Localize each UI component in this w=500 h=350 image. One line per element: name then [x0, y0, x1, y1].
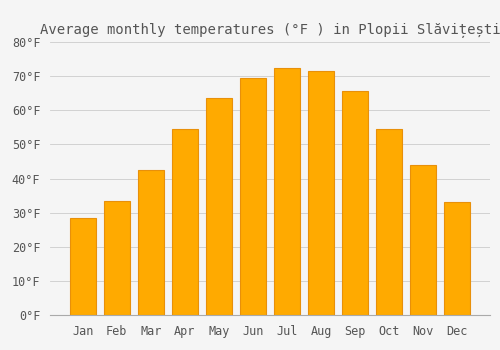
Bar: [206, 98, 232, 315]
Bar: [342, 91, 368, 315]
Bar: [410, 165, 436, 315]
Bar: [138, 170, 164, 315]
Bar: [274, 68, 300, 315]
Bar: [70, 218, 96, 315]
Bar: [240, 78, 266, 315]
Bar: [104, 201, 130, 315]
Bar: [376, 129, 402, 315]
Bar: [444, 202, 470, 315]
Bar: [172, 129, 198, 315]
Bar: [308, 71, 334, 315]
Title: Average monthly temperatures (°F ) in Plopii Slăvițești: Average monthly temperatures (°F ) in Pl…: [40, 23, 500, 38]
